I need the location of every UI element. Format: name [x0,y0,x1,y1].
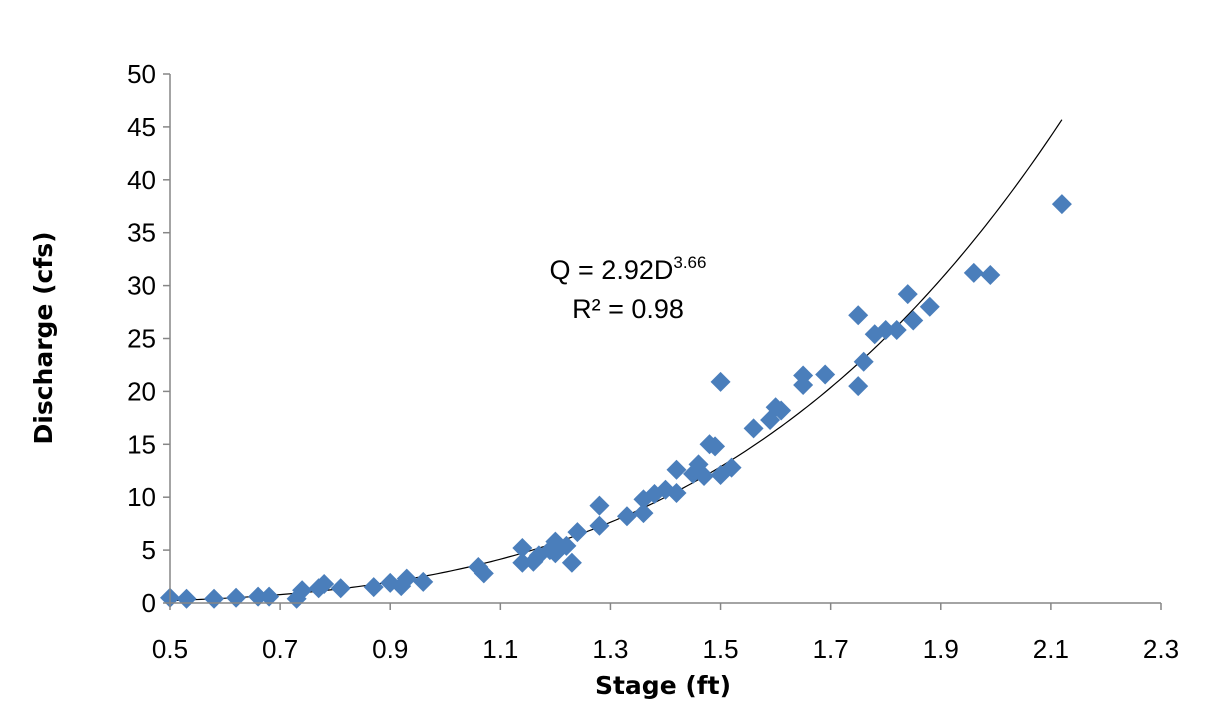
data-point [473,563,494,584]
x-axis-title: Stage (ft) [595,671,731,700]
data-point [556,535,577,556]
data-point [771,400,792,421]
data-point [815,364,836,385]
y-tick-label: 20 [127,376,156,406]
x-tick-label: 1.1 [482,634,518,664]
data-point [705,436,726,457]
data-point [743,418,764,439]
data-point [853,351,874,372]
data-point [919,296,940,317]
data-point [848,305,869,326]
data-point [886,320,907,341]
equation-exponent: 3.66 [673,253,706,272]
data-point [721,457,742,478]
x-tick-label: 1.9 [923,634,959,664]
data-point [330,578,351,599]
y-tick-label: 30 [127,271,156,301]
data-point [248,586,269,607]
axes-layer [169,74,1161,604]
data-point [710,371,731,392]
equation-base: Q = 2.92D [550,255,674,285]
data-point [292,580,313,601]
data-point [589,515,610,536]
data-point [396,568,417,589]
data-point [567,522,588,543]
y-tick-label: 35 [127,218,156,248]
data-points-layer [160,194,1072,609]
x-tick-label: 1.3 [592,634,628,664]
y-tick-labels: 0 5 10 15 20 25 30 35 40 45 50 [127,59,170,618]
data-point [204,588,225,609]
data-point [963,262,984,283]
data-point [259,586,280,607]
y-tick-label: 0 [142,588,156,618]
data-point [903,310,924,331]
data-point [666,459,687,480]
data-point [512,537,533,558]
data-point [848,376,869,397]
x-tick-label: 0.7 [262,634,298,664]
data-point [666,482,687,503]
data-point [616,506,637,527]
x-tick-label: 2.1 [1033,634,1069,664]
y-tick-label: 40 [127,165,156,195]
data-point [980,265,1001,286]
data-point [589,495,610,516]
trendline-layer [169,119,1063,602]
x-tick-label: 2.3 [1143,634,1179,664]
data-point [633,503,654,524]
data-point [176,588,197,609]
data-point [897,284,918,305]
data-point [561,552,582,573]
data-point [314,573,335,594]
y-tick-label: 25 [127,324,156,354]
data-point [793,375,814,396]
y-tick-label: 45 [127,112,156,142]
y-tick-label: 50 [127,59,156,89]
y-tick-label: 5 [142,535,156,565]
x-tick-label: 1.7 [813,634,849,664]
power-trendline [169,119,1063,602]
data-point [226,587,247,608]
data-point [1051,194,1072,215]
y-tick-label: 15 [127,429,156,459]
y-tick-label: 10 [127,482,156,512]
y-axis-title: Discharge (cfs) [29,231,58,444]
data-point [694,466,715,487]
data-point [363,577,384,598]
r-squared-annotation: R² = 0.98 [572,294,684,324]
data-point [875,320,896,341]
x-tick-label: 0.5 [152,634,188,664]
data-point [413,571,434,592]
x-tick-label: 1.5 [702,634,738,664]
x-tick-labels: 0.5 0.7 0.9 1.1 1.3 1.5 1.7 1.9 2.1 2.3 [152,603,1179,664]
equation-annotation: Q = 2.92D3.66 [550,253,707,285]
x-tick-label: 0.9 [372,634,408,664]
